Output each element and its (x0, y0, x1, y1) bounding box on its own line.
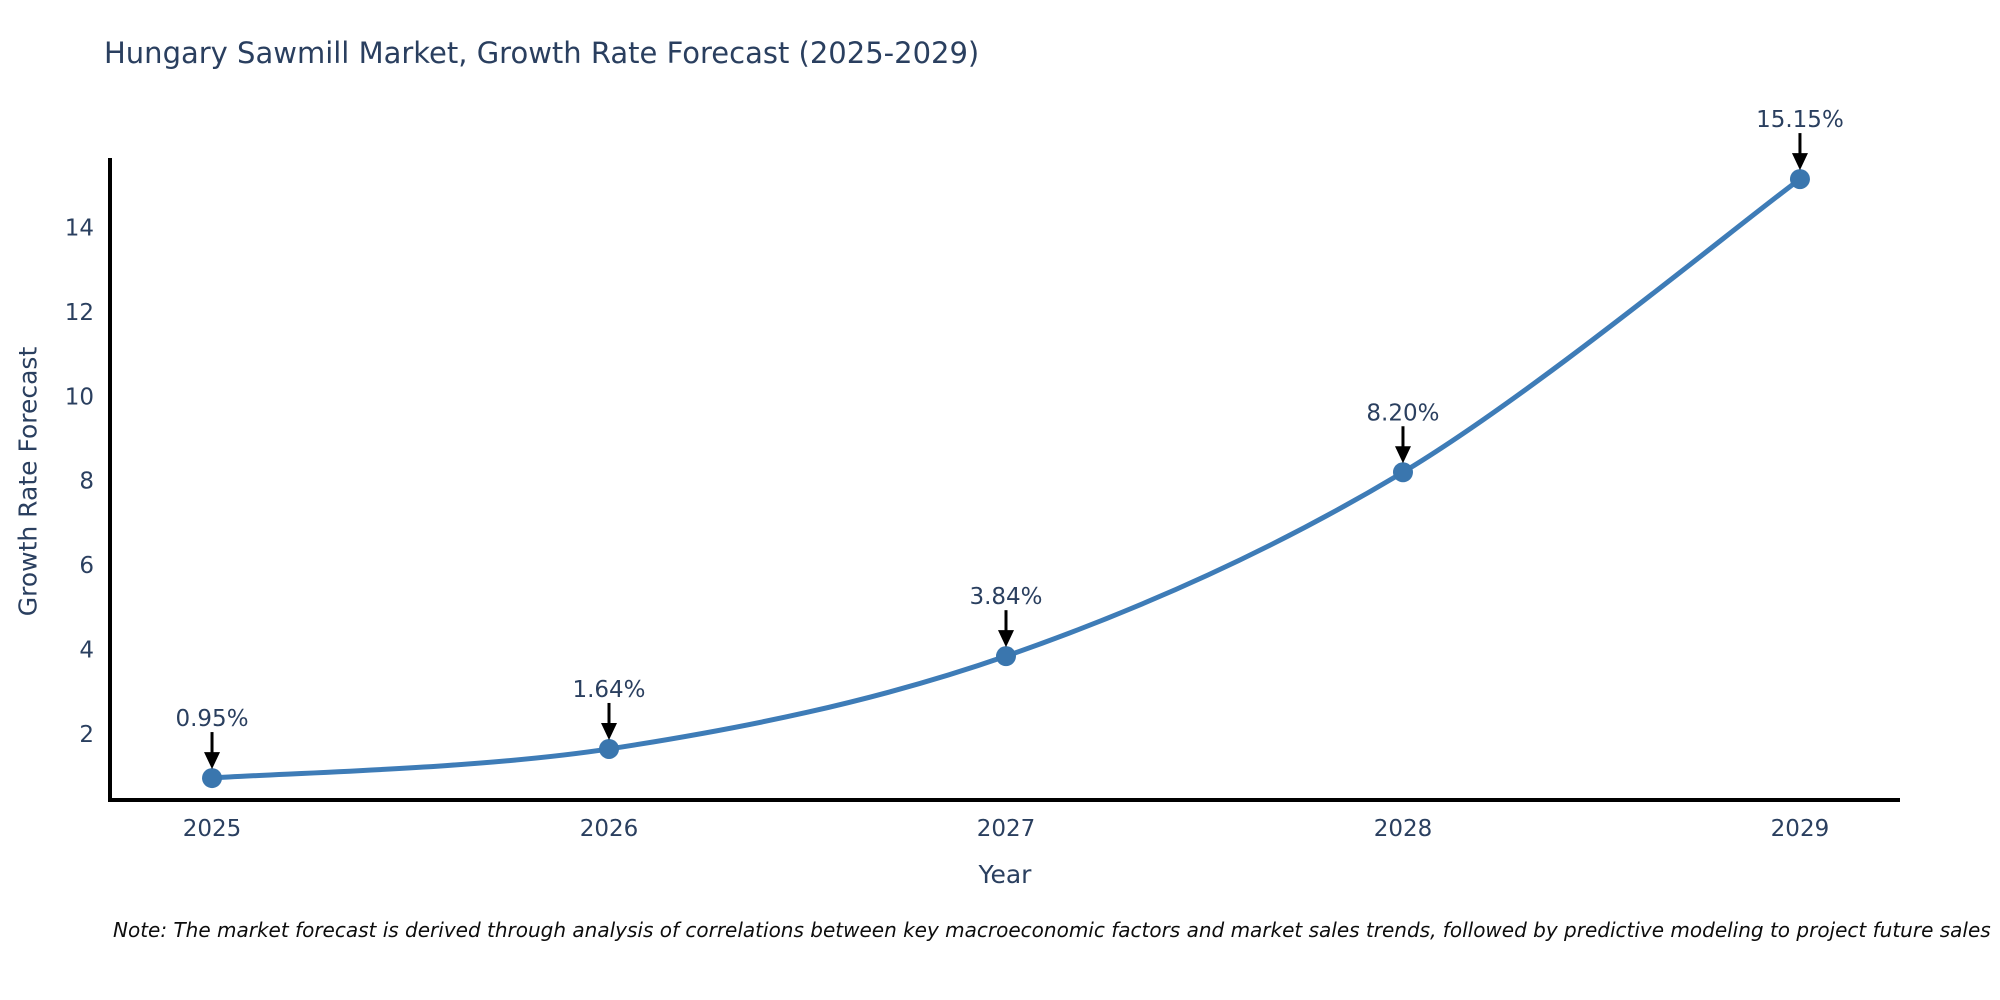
x-tick-label: 2025 (183, 816, 242, 842)
data-point-marker (202, 768, 223, 789)
data-point-marker (1392, 462, 1413, 483)
annotation-arrowhead (601, 722, 618, 740)
x-tick-label: 2028 (1374, 816, 1433, 842)
y-tick-label: 4 (79, 637, 94, 663)
y-tick-label: 2 (79, 722, 94, 748)
y-tick-label: 14 (65, 216, 94, 242)
data-point-marker (995, 646, 1016, 667)
footnote: Note: The market forecast is derived thr… (113, 918, 1991, 942)
annotation-arrowhead (997, 630, 1014, 648)
annotation-arrowhead (1394, 446, 1411, 464)
y-axis-title: Growth Rate Forecast (13, 346, 43, 617)
annotation-label: 15.15% (1756, 107, 1844, 133)
x-tick-label: 2029 (1771, 816, 1830, 842)
annotation-label: 1.64% (572, 677, 645, 703)
x-tick-label: 2026 (580, 816, 639, 842)
annotation-label: 8.20% (1366, 400, 1439, 426)
data-point-marker (1789, 169, 1810, 190)
annotation-label: 0.95% (175, 706, 248, 732)
y-tick-label: 8 (79, 469, 94, 495)
x-tick-label: 2027 (977, 816, 1036, 842)
y-tick-label: 12 (65, 300, 94, 326)
annotation-label: 3.84% (969, 584, 1042, 610)
y-tick-label: 6 (79, 553, 94, 579)
trace-line (211, 177, 1802, 781)
chart-title: Hungary Sawmill Market, Growth Rate Fore… (104, 36, 980, 70)
annotation-arrowhead (1791, 153, 1808, 171)
y-tick-label: 10 (65, 384, 94, 410)
data-point-marker (599, 738, 620, 759)
annotation-arrowhead (204, 752, 221, 770)
x-axis-title: Year (978, 860, 1032, 889)
